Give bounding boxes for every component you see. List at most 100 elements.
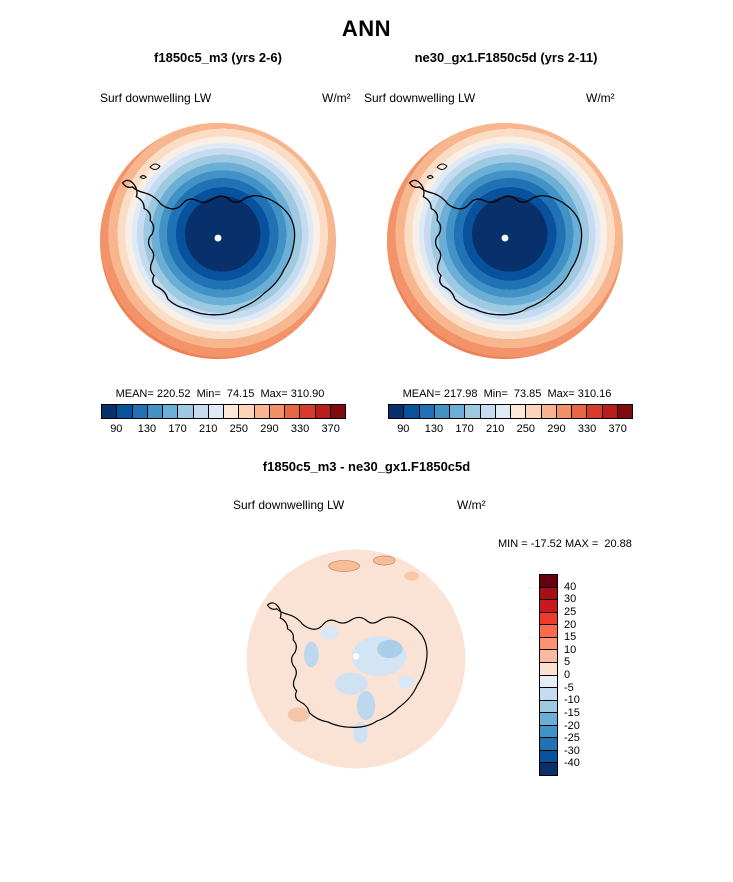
colorbar-cell: [162, 405, 178, 418]
colorbar-tick-label: 330: [577, 423, 597, 435]
colorbar-tick-label: -20: [564, 719, 580, 732]
colorbar-tick-label: 370: [321, 423, 340, 435]
colorbar-cell: [284, 405, 300, 418]
colorbar-cell: [540, 636, 557, 650]
colorbar-tick-label: 370: [608, 423, 627, 435]
panel-left-field-label: Surf downwelling LW: [100, 91, 212, 105]
panel-left-units-label: W/m²: [322, 91, 351, 105]
map-diff: [246, 549, 466, 769]
colorbar-cell: [146, 405, 162, 418]
colorbar-cell: [494, 405, 510, 418]
colorbar-tick-label: 290: [547, 423, 566, 435]
colorbar-tick-label: 5: [564, 656, 571, 669]
colorbar-diff: [539, 574, 558, 776]
colorbar-cell: [540, 724, 557, 738]
diff-title: f1850c5_m3 - ne30_gx1.F1850c5d: [262, 459, 471, 474]
colorbar-tick-label: 250: [516, 423, 535, 435]
colorbar-cell: [540, 749, 557, 763]
south-pole-marker: [214, 234, 222, 242]
colorbar-tick-label: 170: [168, 423, 187, 435]
colorbar-cell: [329, 405, 345, 418]
south-pole-marker: [352, 653, 360, 660]
colorbar-tick-label: 130: [424, 423, 444, 435]
colorbar-cell: [510, 405, 526, 418]
colorbar-tick-label: 25: [564, 605, 577, 618]
colorbar-cell: [464, 405, 480, 418]
colorbar-tick-label: 15: [564, 631, 577, 644]
colorbar-cell: [238, 405, 254, 418]
colorbar-tick-label: -10: [564, 694, 580, 707]
colorbar-cell: [433, 405, 449, 418]
colorbar-cell: [540, 687, 557, 700]
colorbar-tick-label: -30: [564, 744, 580, 757]
colorbar-tick-label: 210: [199, 423, 218, 435]
colorbar-cell: [253, 405, 269, 418]
colorbar-cell: [268, 405, 284, 418]
colorbar-cell: [299, 405, 315, 418]
colorbar-diff-ticks: 40 30 25 20 15 10 5 0 -5 -10 -15 -20 -25 -30 -40: [564, 574, 598, 776]
colorbar-tick-label: 130: [137, 423, 157, 435]
panel-right-field-label: Surf downwelling LW: [364, 91, 476, 105]
colorbar-cell: [586, 405, 602, 418]
panel-right-subtitle: ne30_gx1.F1850c5d (yrs 2-11): [414, 50, 598, 65]
colorbar-tick-label: 10: [564, 643, 577, 656]
south-pole-marker: [501, 234, 509, 242]
colorbar-tick-label: 40: [564, 580, 577, 593]
colorbar-cell: [555, 405, 571, 418]
colorbar-tick-label: 170: [455, 423, 474, 435]
colorbar-tick-label: -25: [564, 732, 580, 745]
colorbar-cell: [601, 405, 617, 418]
colorbar-right: [388, 404, 633, 419]
colorbar-cell: [177, 405, 193, 418]
colorbar-tick-label: 290: [260, 423, 279, 435]
colorbar-tick-label: 250: [229, 423, 248, 435]
colorbar-tick-label: -40: [564, 757, 580, 770]
colorbar-cell: [102, 405, 117, 418]
colorbar-tick-label: 210: [486, 423, 505, 435]
map-left: [99, 122, 337, 360]
colorbar-tick-label: 30: [564, 593, 577, 606]
colorbar-left: [101, 404, 346, 419]
colorbar-tick-label: 330: [290, 423, 310, 435]
colorbar-tick-label: -15: [564, 706, 580, 719]
colorbar-tick-label: 90: [110, 423, 123, 435]
colorbar-cell: [540, 575, 557, 587]
colorbar-cell: [116, 405, 132, 418]
colorbar-cell: [540, 674, 557, 688]
colorbar-cell: [525, 405, 541, 418]
colorbar-cell: [540, 712, 557, 725]
colorbar-cell: [540, 737, 557, 750]
colorbar-cell: [540, 649, 557, 662]
panel-right-units-label: W/m²: [586, 91, 615, 105]
colorbar-tick-label: 0: [564, 669, 571, 681]
colorbar-cell: [314, 405, 330, 418]
colorbar-cell: [616, 405, 632, 418]
panel-left-stats: MEAN= 220.52 Min= 74.15 Max= 310.90: [115, 388, 325, 400]
colorbar-cell: [389, 405, 404, 418]
colorbar-cell: [479, 405, 495, 418]
colorbar-cell: [449, 405, 465, 418]
colorbar-cell: [540, 586, 557, 600]
plot-title: ANN: [341, 16, 392, 41]
colorbar-cell: [223, 405, 239, 418]
colorbar-tick-label: -5: [564, 681, 574, 694]
map-right: [386, 122, 624, 360]
diff-minmax: MIN = -17.52 MAX = 20.88: [498, 538, 632, 550]
colorbar-cell: [540, 624, 557, 637]
diff-units-label: W/m²: [457, 498, 486, 512]
colorbar-left-ticks: 90 130 170 210 250 290 330 370: [101, 423, 346, 437]
colorbar-cell: [403, 405, 419, 418]
colorbar-cell: [540, 599, 557, 612]
colorbar-cell: [131, 405, 147, 418]
panel-left-subtitle: f1850c5_m3 (yrs 2-6): [154, 50, 282, 65]
colorbar-cell: [571, 405, 587, 418]
colorbar-cell: [540, 762, 557, 775]
colorbar-cell: [540, 661, 557, 675]
colorbar-cell: [540, 611, 557, 625]
colorbar-tick-label: 90: [397, 423, 410, 435]
colorbar-cell: [192, 405, 208, 418]
colorbar-right-ticks: 90 130 170 210 250 290 330 370: [388, 423, 633, 437]
colorbar-cell: [207, 405, 223, 418]
colorbar-cell: [418, 405, 434, 418]
